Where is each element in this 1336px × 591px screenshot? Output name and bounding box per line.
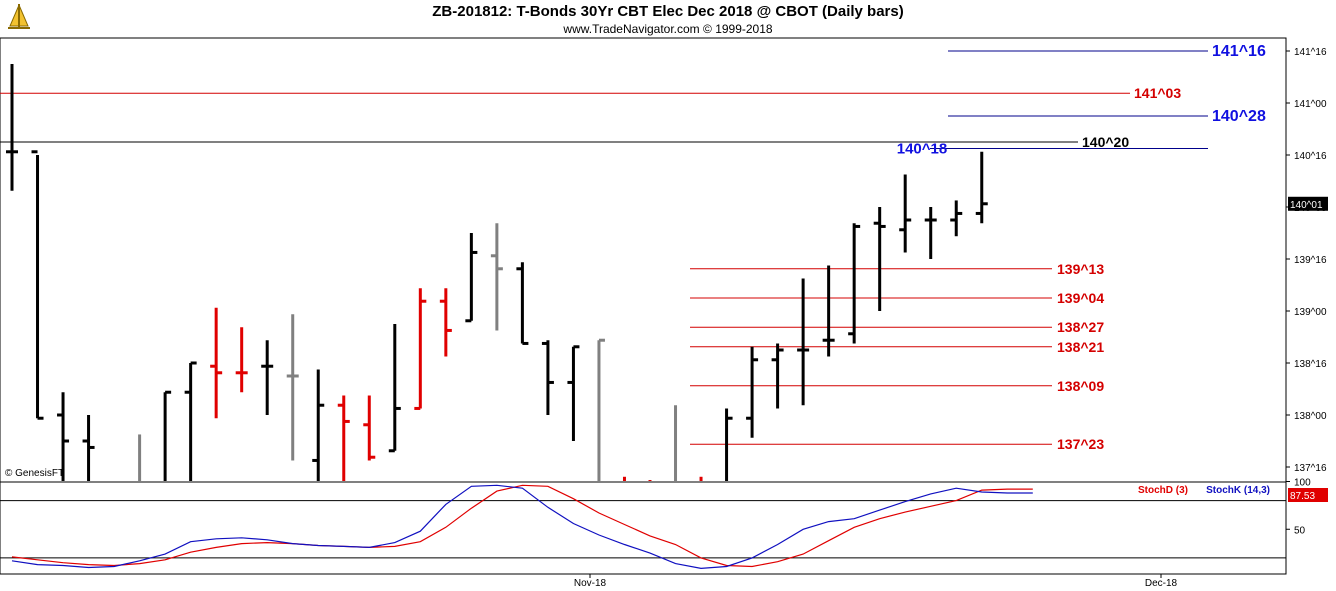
ohlc-bar [771, 343, 784, 409]
ohlc-bar [797, 278, 810, 406]
price-axis-tick-label: 141^16 [1294, 47, 1327, 58]
ohlc-bar [312, 369, 325, 481]
ohlc-bar [388, 324, 401, 453]
price-axis-tick-label: 138^00 [1294, 411, 1327, 422]
price-axis: 141^16141^00140^16140^00139^16139^00138^… [1286, 47, 1328, 474]
ohlc-bar [363, 395, 376, 461]
ohlc-bar [337, 395, 350, 481]
ohlc-bar [899, 174, 912, 253]
last-price-label: 140^01 [1290, 200, 1323, 211]
chart-subtitle: www.TradeNavigator.com © 1999-2018 [563, 22, 773, 36]
level-label: 140^18 [897, 140, 947, 157]
legend-stochd: StochD (3) [1138, 485, 1188, 496]
ohlc-bar [873, 207, 886, 311]
date-axis-tick-label: Dec-18 [1145, 578, 1178, 589]
ohlc-bar [286, 314, 299, 461]
ohlc-bar [490, 223, 503, 331]
price-axis-tick-label: 138^16 [1294, 359, 1327, 370]
stoch-panel-border [0, 481, 1287, 575]
ohlc-bar [6, 64, 18, 191]
ohlc-bar [822, 265, 835, 357]
legend-stochk: StochK (14,3) [1206, 485, 1270, 496]
level-label: 140^20 [1082, 134, 1129, 150]
ohlc-bar [57, 392, 70, 481]
last-price-badge [1288, 196, 1328, 211]
ohlc-bar [924, 207, 937, 259]
ohlc-bar [465, 233, 478, 323]
stoch-axis-tick-label: 50 [1294, 525, 1306, 536]
ohlc-bar [567, 345, 580, 441]
ohlc-bar [541, 340, 554, 415]
level-label: 141^03 [1134, 85, 1181, 101]
ohlc-bar [950, 200, 963, 237]
ohlc-bar [210, 307, 223, 419]
ohlc-bar [31, 150, 44, 420]
ohlc-bar [163, 390, 172, 481]
ohlc-bar [235, 327, 248, 393]
level-label: 138^27 [1057, 319, 1104, 335]
level-label: 138^09 [1057, 378, 1104, 394]
ohlc-bar [414, 288, 427, 410]
ohlc-bar [597, 338, 605, 481]
date-axis: Nov-18 Dec-18 [574, 574, 1178, 589]
ohlc-bar [848, 223, 861, 344]
trade-navigator-logo [8, 3, 30, 29]
stoch-axis-tick-label: 100 [1294, 478, 1311, 489]
level-label: 141^16 [1212, 43, 1266, 60]
price-axis-tick-label: 139^16 [1294, 255, 1327, 266]
ohlc-bar [516, 262, 529, 345]
level-label: 137^23 [1057, 436, 1104, 452]
stoch-last-badge [1288, 488, 1328, 502]
data-credit: © GenesisFT [5, 468, 65, 479]
ohlc-bar [725, 408, 733, 481]
level-label: 138^21 [1057, 339, 1104, 355]
ohlc-bar [746, 346, 759, 438]
level-label: 139^13 [1057, 261, 1104, 277]
date-axis-tick-label: Nov-18 [574, 578, 607, 589]
stoch-series-line [11, 484, 1033, 568]
level-label: 139^04 [1057, 290, 1104, 306]
price-axis-tick-label: 141^00 [1294, 99, 1327, 110]
stoch-series-line [11, 484, 1033, 570]
ohlc-bar [439, 288, 452, 357]
stochastic-panel: 100 50 StochD (3) StochK (14,3) 87.53 [0, 478, 1328, 570]
price-axis-tick-label: 140^16 [1294, 151, 1327, 162]
horizontal-levels: 141^16 141^03 140^28 140^20 140^18 139^13 139^… [0, 43, 1266, 452]
ohlc-bar [261, 340, 274, 415]
stoch-last-label: 87.53 [1290, 491, 1315, 502]
ohlc-bar [184, 361, 197, 481]
ohlc-bar [82, 415, 95, 481]
ohlc-bar [975, 151, 988, 224]
chart-title: ZB-201812: T-Bonds 30Yr CBT Elec Dec 201… [432, 3, 904, 20]
price-axis-tick-label: 139^00 [1294, 307, 1327, 318]
level-label: 140^28 [1212, 108, 1266, 125]
price-bars [6, 64, 988, 481]
price-axis-tick-label: 137^16 [1294, 463, 1327, 474]
